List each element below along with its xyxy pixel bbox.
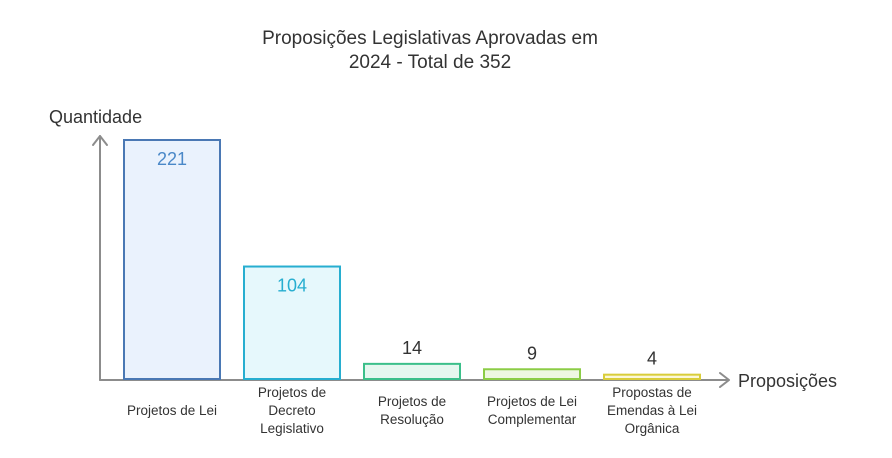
value-labels-group: 221 104 14 9 4 (157, 149, 657, 369)
bar-2 (243, 265, 341, 381)
category-label-2-line-2: Decreto (268, 403, 315, 418)
chart-title: Proposições Legislativas Aprovadas em 20… (262, 28, 598, 73)
bar-1 (123, 139, 221, 380)
bar-value-label-4: 9 (527, 343, 537, 363)
chart-title-line-1: Proposições Legislativas Aprovadas em (262, 28, 598, 49)
y-axis-label: Quantidade (49, 107, 142, 127)
category-label-5: Propostas de Emendas à Lei Orgânica (607, 385, 697, 436)
chart-title-line-2: 2024 - Total de 352 (349, 52, 511, 73)
category-label-5-line-2: Emendas à Lei (607, 403, 697, 418)
bar-5 (603, 373, 701, 380)
x-axis-label: Proposições (738, 371, 837, 391)
bar-4 (483, 368, 581, 380)
category-label-3-line-2: Resolução (380, 412, 444, 427)
category-labels-group: Projetos de Lei Projetos de Decreto Legisla… (127, 385, 697, 436)
bars-group (123, 139, 701, 381)
category-label-1: Projetos de Lei (127, 403, 217, 418)
category-label-5-line-1: Propostas de (612, 385, 692, 400)
category-label-2: Projetos de Decreto Legislativo (258, 385, 326, 436)
category-label-1-line-1: Projetos de Lei (127, 403, 217, 418)
y-axis-arrow-icon (92, 135, 108, 146)
bar-value-label-1: 221 (157, 149, 187, 169)
bar-value-label-2: 104 (277, 276, 307, 296)
category-label-3: Projetos de Resolução (378, 394, 446, 427)
bar-value-label-5: 4 (647, 349, 657, 369)
category-label-3-line-1: Projetos de (378, 394, 446, 409)
category-label-4: Projetos de Lei Complementar (487, 394, 577, 427)
category-label-4-line-2: Complementar (488, 412, 577, 427)
x-axis-arrow-icon (719, 372, 730, 388)
category-label-5-line-3: Orgânica (625, 421, 680, 436)
bar-3 (363, 362, 461, 381)
category-label-2-line-3: Legislativo (260, 421, 324, 436)
bar-value-label-3: 14 (402, 338, 422, 358)
category-label-4-line-1: Projetos de Lei (487, 394, 577, 409)
category-label-2-line-1: Projetos de (258, 385, 326, 400)
